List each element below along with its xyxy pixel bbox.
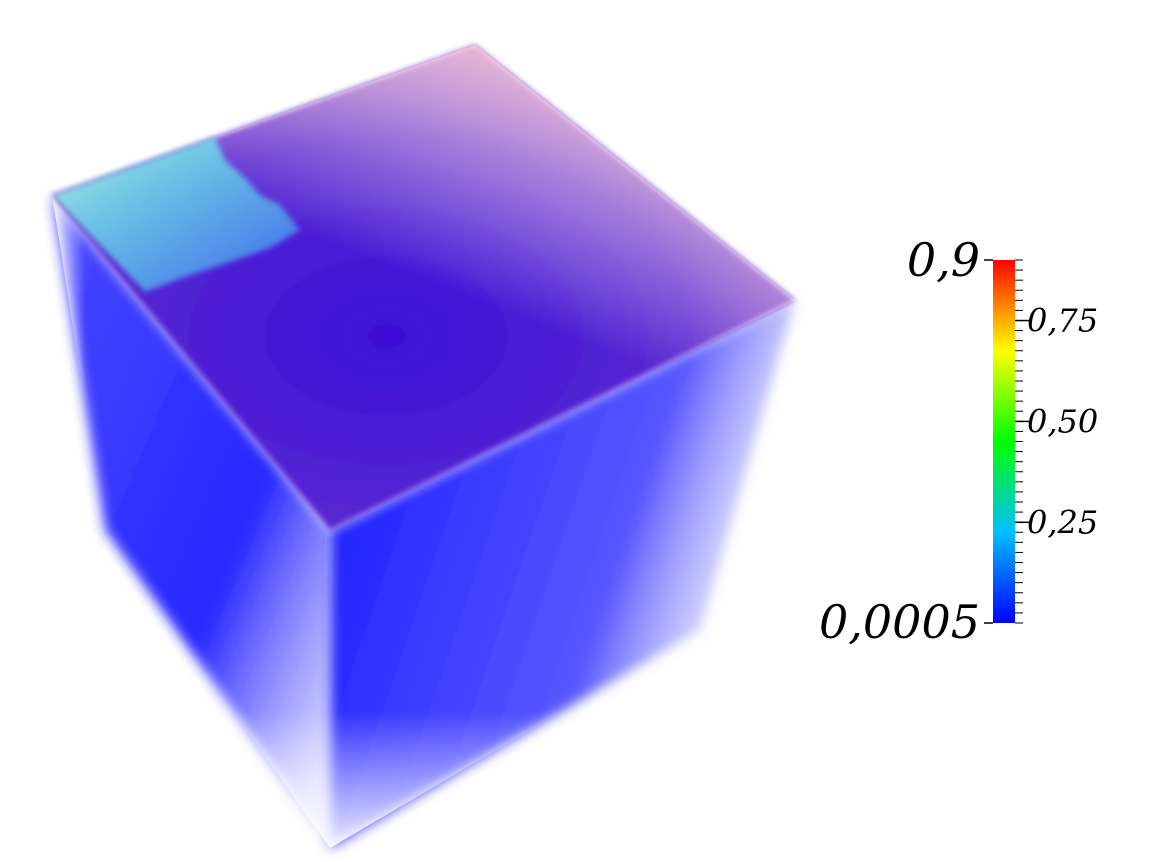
colorbar-gradient	[993, 260, 1015, 623]
colorbar-min-label: 0,0005	[819, 595, 980, 649]
colorbar-major-ticks	[984, 259, 1029, 624]
cube-top-face-glow	[52, 45, 795, 530]
colorbar-tick-label: 0,50	[1027, 402, 1098, 440]
colorbar-max-label: 0,9	[907, 233, 980, 287]
colorbar-tick-label: 0,25	[1027, 503, 1098, 541]
color-legend: 0,9 0,0005 0,75 0,50 0,25	[819, 233, 1098, 649]
cube-bottom-fade	[105, 300, 795, 848]
high-value-region	[52, 137, 300, 292]
colorbar-tick-label: 0,75	[1027, 302, 1098, 340]
volume-cube	[52, 45, 795, 848]
colorbar-minor-ticks	[1015, 259, 1023, 624]
